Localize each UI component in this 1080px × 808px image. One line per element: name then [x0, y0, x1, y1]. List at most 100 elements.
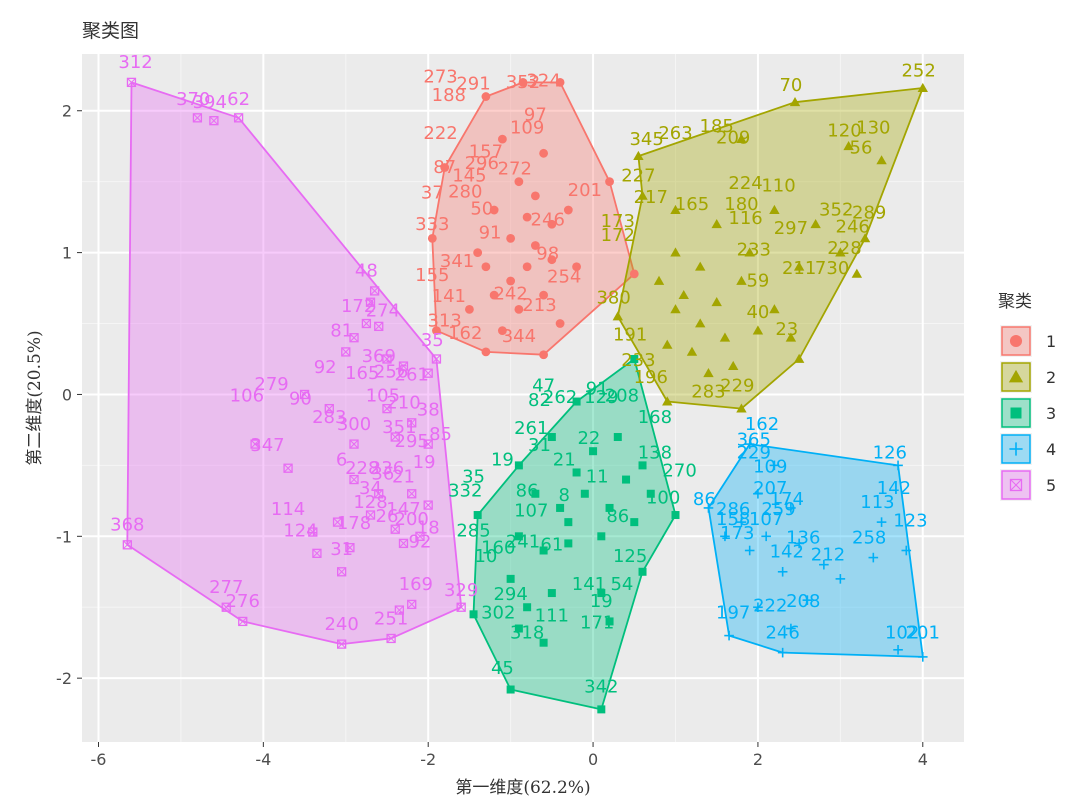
point-square — [539, 546, 548, 555]
x-axis-title: 第一维度(62.2%) — [455, 778, 590, 798]
point-square-box — [349, 333, 359, 343]
point-label: 313 — [428, 310, 462, 331]
cluster-4-point — [893, 460, 903, 471]
point-square-cross-b — [399, 361, 408, 371]
point-label: 35 — [421, 330, 444, 351]
cluster-4-point — [777, 566, 788, 577]
cluster-2-point — [789, 97, 801, 107]
point-triangle — [752, 325, 764, 335]
cluster-3-point — [564, 539, 573, 548]
point-label: 126 — [873, 442, 907, 463]
point-label: 207 — [753, 478, 787, 499]
point-label: 40 — [746, 302, 769, 323]
point-square-box — [299, 389, 310, 400]
point-label: 212 — [811, 544, 845, 565]
cluster-3-point — [514, 532, 523, 541]
cluster-5-point — [407, 599, 417, 610]
cluster-1-point — [605, 177, 614, 187]
cluster-2-point — [851, 268, 863, 278]
cluster-4-point — [744, 439, 755, 449]
point-label: 297 — [774, 218, 808, 239]
cluster-5-point — [332, 517, 343, 527]
point-square-cross-b — [390, 524, 400, 534]
point-square-cross-b — [382, 404, 392, 413]
point-label: 347 — [250, 435, 284, 456]
point-label: 10 — [474, 546, 497, 567]
point-label: 38 — [417, 400, 440, 421]
point-label: 97 — [524, 105, 547, 126]
point-label: 368 — [110, 515, 144, 536]
point-square-box — [374, 321, 384, 332]
cluster-4-point — [786, 623, 796, 634]
point-circle — [547, 219, 557, 229]
point-label: 318 — [510, 622, 544, 643]
cluster-5-point — [394, 605, 405, 615]
cluster-5-point — [365, 510, 376, 520]
point-circle — [555, 319, 565, 328]
cluster-1-point — [427, 234, 437, 243]
point-circle — [522, 262, 532, 272]
point-label: 23 — [775, 319, 798, 340]
point-triangle — [851, 268, 863, 278]
point-triangle — [769, 304, 780, 314]
cluster-5-point — [324, 403, 334, 414]
point-square-cross-b — [349, 333, 359, 343]
point-square — [506, 574, 515, 583]
point-triangle — [917, 82, 928, 92]
point-label: 92 — [409, 532, 432, 553]
point-label: 160 — [481, 537, 515, 558]
point-triangle — [744, 247, 755, 257]
point-label: 100 — [646, 488, 680, 509]
point-label: 107 — [514, 500, 548, 521]
point-label: 111 — [535, 605, 569, 626]
cluster-1-point — [514, 304, 524, 314]
point-square-box — [431, 354, 442, 364]
point-circle — [514, 177, 524, 187]
cluster-1-point — [497, 326, 507, 336]
point-label: 196 — [634, 367, 668, 388]
x-tick-label: -4 — [255, 750, 271, 769]
point-label: 62 — [227, 89, 250, 110]
cluster-3-point — [572, 397, 581, 406]
cluster-2-point — [736, 403, 747, 413]
point-label: 45 — [491, 658, 514, 679]
point-label: 291 — [456, 73, 490, 94]
cluster-1-point — [547, 255, 557, 265]
grid-major — [82, 54, 964, 742]
cluster-2-point — [793, 261, 805, 271]
point-label: 6 — [336, 449, 347, 470]
cluster-1-point — [506, 276, 516, 286]
point-square-cross-b — [407, 600, 417, 609]
point-square-box — [209, 116, 219, 126]
cluster-2-point — [917, 82, 928, 92]
cluster-2-point — [678, 289, 689, 300]
point-label: 344 — [502, 326, 536, 347]
cluster-4-point — [893, 644, 903, 655]
point-circle — [1009, 334, 1023, 348]
point-square-box — [233, 113, 244, 123]
cluster-4-point — [761, 531, 771, 542]
cluster-1-point — [481, 347, 491, 357]
point-label: 197 — [716, 603, 750, 624]
point-square-box — [122, 540, 132, 550]
point-square-cross-b — [432, 354, 441, 364]
point-circle — [539, 290, 549, 300]
point-label: 19 — [491, 449, 514, 470]
point-square — [630, 518, 639, 527]
point-square — [514, 461, 523, 470]
point-label: 240 — [324, 614, 358, 635]
point-label: 129 — [584, 387, 618, 408]
point-square — [630, 354, 639, 363]
cluster-5-point — [407, 418, 417, 428]
cluster-5-point — [398, 361, 409, 371]
cluster-2-point — [859, 233, 871, 243]
point-square — [572, 397, 581, 406]
y-tick-label: -2 — [56, 669, 72, 688]
point-square-box — [423, 439, 433, 449]
point-triangle — [670, 247, 681, 257]
cluster-1-point — [530, 241, 540, 250]
point-square-box — [456, 602, 466, 612]
point-label: 31 — [528, 435, 551, 456]
cluster-2-point — [662, 396, 673, 406]
